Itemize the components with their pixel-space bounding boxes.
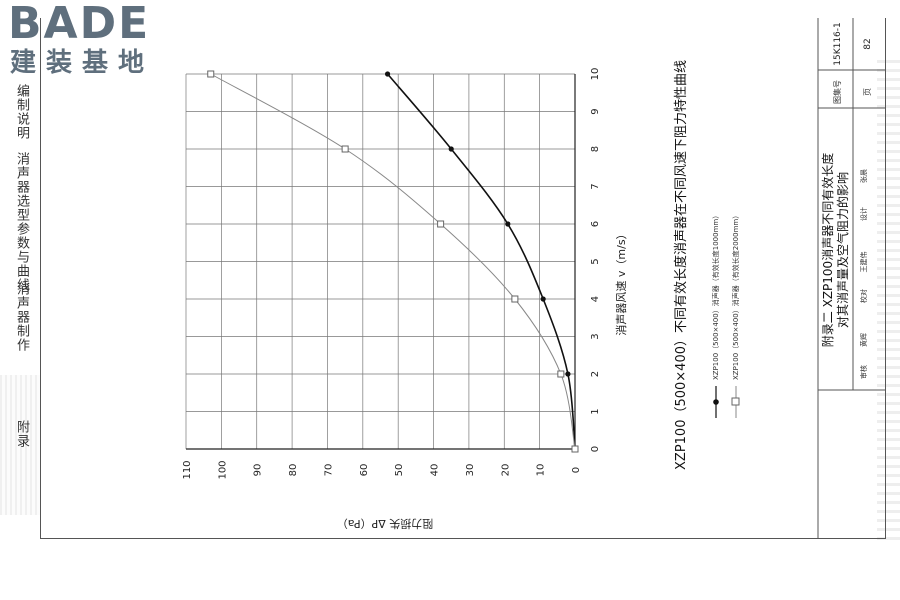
tick-label-v-8: 8 xyxy=(590,146,601,152)
series-line-1000mm xyxy=(386,73,576,450)
frame-bottom-border xyxy=(40,538,886,539)
tick-label-dp-80: 80 xyxy=(288,464,299,477)
tick-label-v-6: 6 xyxy=(590,221,601,227)
title-block-line1: 附录二 XZP100消声器不同有效长度 xyxy=(820,153,835,347)
check-label: 校对 xyxy=(859,289,868,303)
chart-title: XZP100（500×400）不同有效长度消声器在不同风速下阻力特性曲线 xyxy=(673,60,689,470)
tick-label-dp-60: 60 xyxy=(359,464,370,477)
chart-legend: XZP100（500×400）消声器（有效长度1000mm） XZP100（50… xyxy=(711,212,740,418)
point-2000mm-v8 xyxy=(341,145,349,153)
tick-label-dp-10: 10 xyxy=(536,464,547,477)
tick-label-v-9: 9 xyxy=(590,108,601,114)
point-1000mm-v4 xyxy=(540,296,546,302)
tick-label-dp-50: 50 xyxy=(394,464,405,477)
tick-label-dp-0: 0 xyxy=(571,467,582,473)
check-name: 王建伟 xyxy=(859,252,868,273)
point-1000mm-v8 xyxy=(448,146,454,152)
tick-label-v-2: 2 xyxy=(590,371,601,377)
chart-axes xyxy=(186,74,576,450)
tick-label-v-10: 10 xyxy=(590,68,601,81)
chart-x-axis-label: 消声器风速 v（m/s） xyxy=(614,228,628,335)
page-label: 页 xyxy=(863,88,872,96)
point-1000mm-v6 xyxy=(505,221,511,227)
tick-label-dp-110: 110 xyxy=(182,460,193,479)
chart-tick-labels: 0 10 20 30 40 50 60 70 80 90 100 110 0 1 2 3 4 5 6 7 8 9 10 xyxy=(182,68,601,480)
legend-marker-2000mm xyxy=(731,397,740,406)
nav-item-selection[interactable]: 消声器选型参数与曲线 xyxy=(14,152,29,292)
point-2000mm-v10 xyxy=(207,70,215,78)
scan-shadow xyxy=(0,375,40,515)
legend-label-1000mm: XZP100（500×400）消声器（有效长度1000mm） xyxy=(711,212,720,380)
design-label: 设计 xyxy=(859,207,868,221)
point-2000mm-v6 xyxy=(437,220,445,228)
chart-y-axis-label: 阻力损失 ΔP（Pa） xyxy=(337,517,434,531)
tick-label-dp-20: 20 xyxy=(500,464,511,477)
tick-label-v-4: 4 xyxy=(590,296,601,302)
legend-marker-1000mm xyxy=(713,399,719,405)
point-1000mm-v10 xyxy=(384,71,391,77)
point-2000mm-v2 xyxy=(557,370,565,378)
frame-left-border xyxy=(40,18,41,538)
tick-label-dp-90: 90 xyxy=(253,464,264,477)
point-2000mm-v4 xyxy=(511,295,519,303)
tick-label-dp-100: 100 xyxy=(217,460,228,479)
tick-label-dp-70: 70 xyxy=(323,464,334,477)
review-label: 审核 xyxy=(859,365,868,379)
watermark-logo-cjk: 建装基地 xyxy=(10,48,155,78)
nav-item-fabrication[interactable]: 消声器制作 xyxy=(14,282,29,352)
tick-label-v-0: 0 xyxy=(590,446,601,452)
title-block: 附录二 XZP100消声器不同有效长度 对其消声量及空气阻力的影响 图集号 15… xyxy=(817,18,885,538)
nav-item-intro[interactable]: 编制说明 xyxy=(14,84,29,140)
tick-label-dp-40: 40 xyxy=(430,464,441,477)
nav-item-appendix[interactable]: 附录 xyxy=(14,420,29,448)
watermark-logo-latin: BADE xyxy=(8,0,151,49)
tick-label-v-1: 1 xyxy=(590,408,601,414)
tick-label-dp-30: 30 xyxy=(465,464,476,477)
tick-label-v-3: 3 xyxy=(590,333,601,339)
review-name: 黄辉 xyxy=(859,333,868,347)
atlas-no: 15K116-1 xyxy=(833,22,843,66)
tick-label-v-5: 5 xyxy=(590,258,601,264)
tick-label-v-7: 7 xyxy=(590,183,601,189)
chart-series xyxy=(207,70,579,453)
scanned-page-edge xyxy=(877,60,900,540)
page-number: 82 xyxy=(863,38,873,49)
chart-grid xyxy=(185,73,576,450)
legend-label-2000mm: XZP100（500×400）消声器（有效长度2000mm） xyxy=(731,212,740,380)
title-block-line2: 对其消声量及空气阻力的影响 xyxy=(835,172,850,328)
atlas-no-label: 图集号 xyxy=(832,80,842,104)
frame-right-border xyxy=(885,18,886,538)
point-2000mm-v0 xyxy=(571,445,579,453)
design-name: 张晨 xyxy=(859,169,868,183)
point-1000mm-v2 xyxy=(565,371,571,377)
